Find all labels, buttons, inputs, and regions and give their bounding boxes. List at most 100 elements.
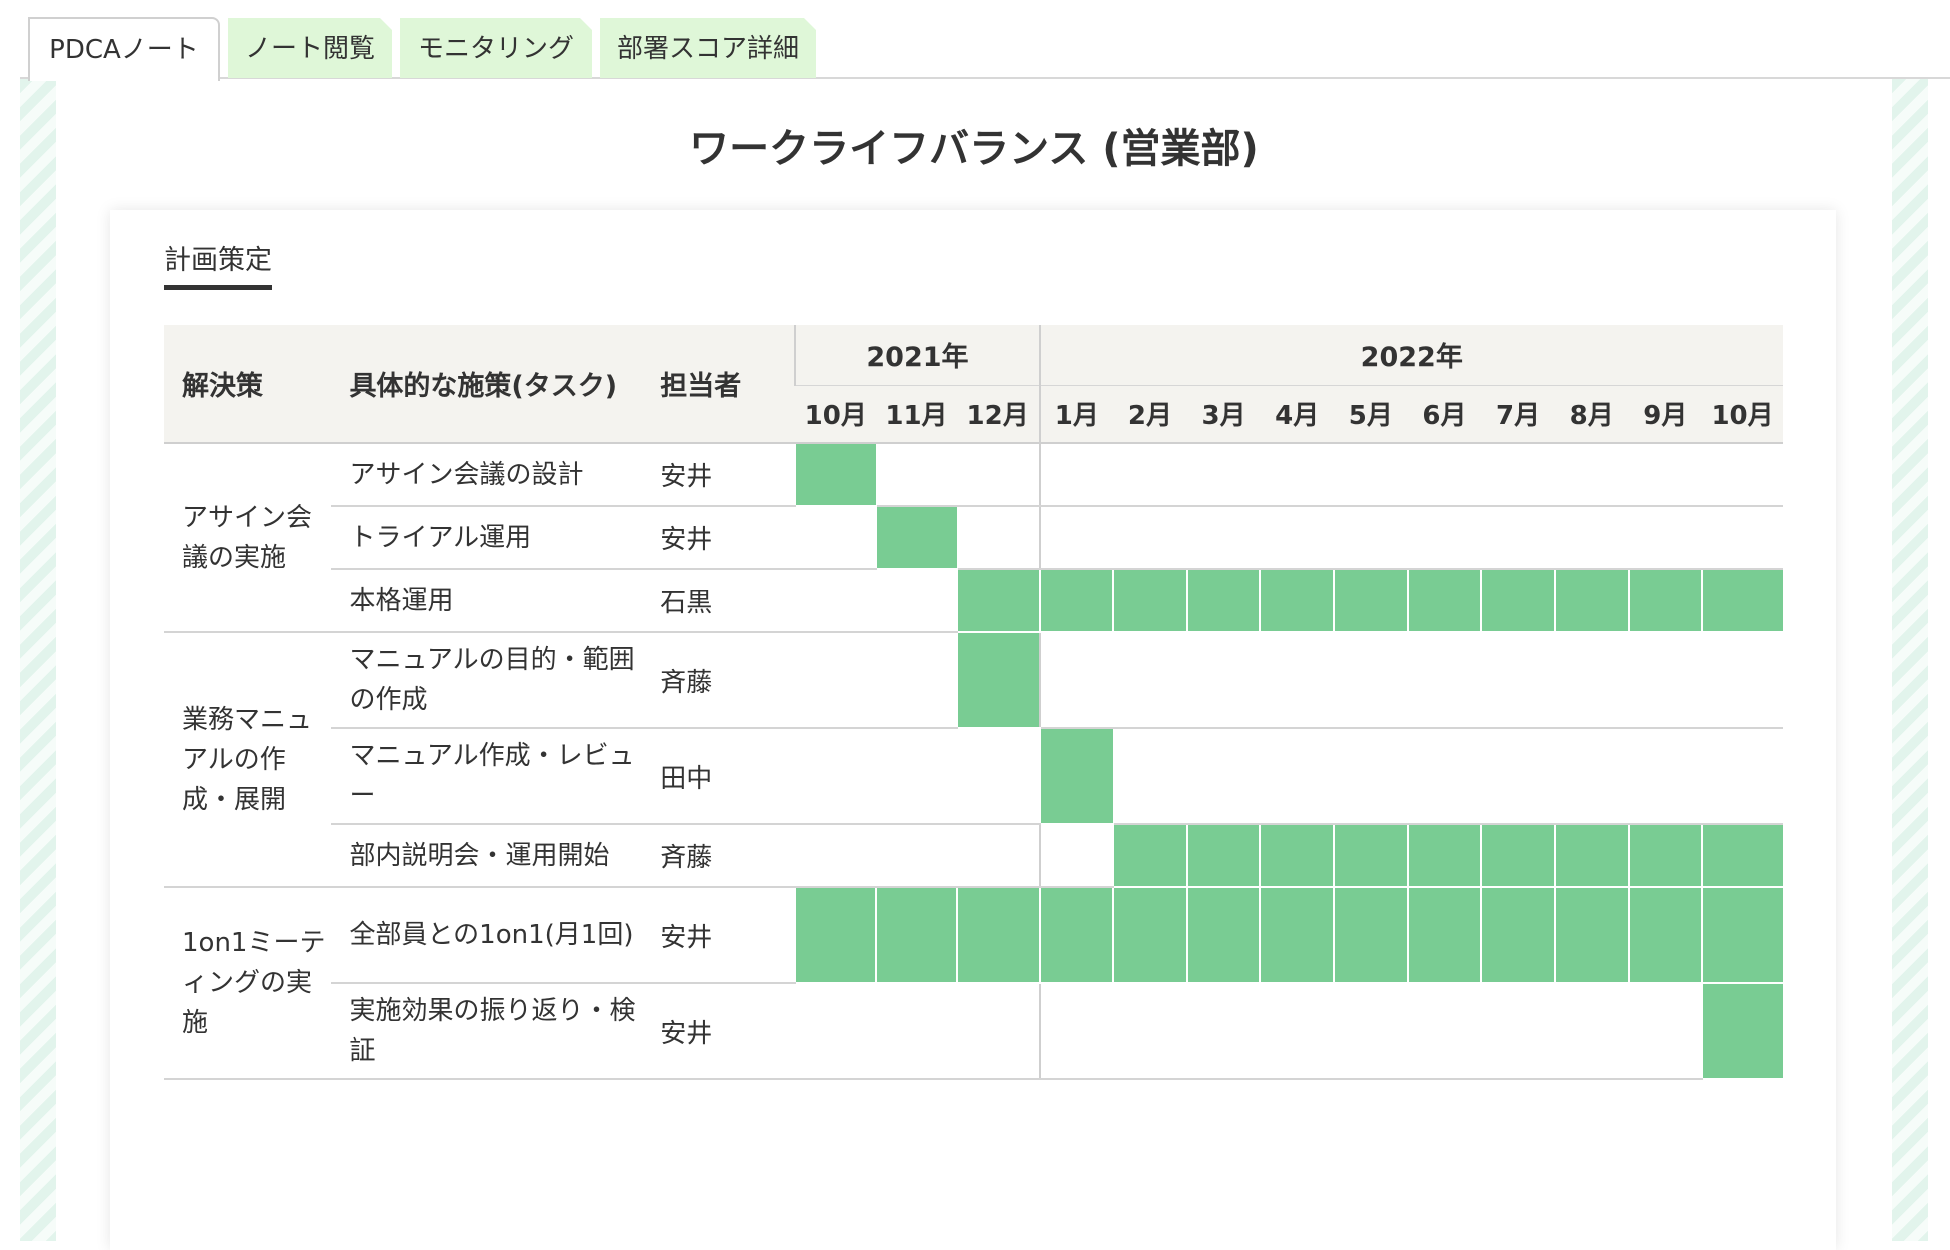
gantt-bar-cell [1038, 569, 1114, 633]
gantt-empty-cell [1334, 728, 1408, 825]
owner-cell: 田中 [654, 728, 796, 825]
header-month: 8月 [1554, 385, 1629, 444]
gantt-empty-cell [1113, 506, 1187, 570]
table-row: 本格運用 石黒 [164, 569, 1783, 633]
gantt-empty-cell [795, 983, 877, 1080]
gantt-empty-cell [876, 569, 957, 633]
header-task: 具体的な施策(タスク) [331, 325, 655, 444]
task-cell: マニュアル作成・レビュー [331, 728, 655, 825]
gantt-bar-cell [1701, 824, 1783, 888]
header-month: 6月 [1407, 385, 1482, 444]
gantt-bar-cell [875, 887, 957, 984]
gantt-empty-cell [1334, 506, 1408, 570]
task-cell: マニュアルの目的・範囲の作成 [331, 632, 655, 729]
gantt-bar-cell [1480, 887, 1555, 984]
gantt-empty-cell [1186, 632, 1261, 729]
gantt-bar-cell [1553, 887, 1629, 984]
task-cell: トライアル運用 [331, 506, 655, 570]
gantt-bar-cell [1480, 569, 1555, 633]
owner-cell: 斉藤 [654, 632, 796, 729]
tab-note-browse[interactable]: ノート閲覧 [228, 18, 392, 78]
table-row: 業務マニュアルの作成・展開 マニュアルの目的・範囲の作成 斉藤 [164, 632, 1783, 888]
header-month: 1月 [1038, 385, 1114, 444]
gantt-bar-cell [1406, 887, 1482, 984]
gantt-bar-cell [955, 887, 1040, 984]
table-row: マニュアル作成・レビュー 田中 [164, 728, 1783, 825]
gantt-empty-cell [1407, 728, 1482, 825]
gantt-bar-cell [1627, 824, 1703, 888]
gantt-empty-cell [1334, 983, 1408, 1080]
tab-department-score[interactable]: 部署スコア詳細 [600, 18, 816, 78]
header-month: 4月 [1260, 385, 1334, 444]
gantt-empty-cell [1481, 506, 1555, 570]
gantt-empty-cell [1334, 443, 1408, 507]
gantt-bar-cell [1333, 569, 1408, 633]
gantt-empty-cell [1260, 506, 1334, 570]
right-decorative-stripe [1892, 79, 1928, 1241]
owner-cell: 安井 [654, 443, 796, 507]
gantt-empty-cell [1702, 728, 1783, 825]
header-month: 10月 [1702, 385, 1783, 444]
gantt-empty-cell [1260, 443, 1334, 507]
gantt-empty-cell [1628, 506, 1703, 570]
gantt-empty-cell [1186, 728, 1261, 825]
page-title: ワークライフバランス (営業部) [689, 126, 1259, 172]
gantt-empty-cell [1038, 824, 1114, 888]
gantt-empty-cell [956, 824, 1040, 888]
gantt-bar-cell [1185, 569, 1261, 633]
gantt-empty-cell [1481, 443, 1555, 507]
gantt-empty-cell [956, 983, 1040, 1080]
tab-bar: PDCAノート ノート閲覧 モニタリング 部署スコア詳細 [0, 0, 1950, 81]
gantt-empty-cell [1702, 443, 1783, 507]
gantt-empty-cell [1554, 632, 1629, 729]
task-cell: 本格運用 [331, 569, 655, 633]
gantt-empty-cell [956, 443, 1040, 507]
gantt-bar-cell [1333, 887, 1408, 984]
gantt-empty-cell [1186, 506, 1261, 570]
header-month: 5月 [1334, 385, 1408, 444]
header-month: 2月 [1113, 385, 1187, 444]
gantt-empty-cell [1554, 983, 1629, 1080]
tab-monitoring[interactable]: モニタリング [400, 18, 592, 78]
gantt-empty-cell [795, 824, 877, 888]
gantt-empty-cell [1260, 632, 1334, 729]
gantt-bar-cell [1480, 824, 1555, 888]
gantt-empty-cell [1186, 443, 1261, 507]
gantt-empty-cell [956, 506, 1040, 570]
task-cell: 全部員との1on1(月1回) [331, 887, 655, 984]
header-owner: 担当者 [654, 325, 796, 444]
gantt-bar-cell [875, 506, 957, 570]
header-month: 7月 [1481, 385, 1555, 444]
header-year-2021: 2021年 [794, 325, 1040, 386]
gantt-empty-cell [1702, 506, 1783, 570]
gantt-bar-cell [1112, 569, 1187, 633]
solution-cell: 1on1ミーティングの実施 [164, 887, 332, 1080]
gantt-bar-cell [1553, 569, 1629, 633]
gantt-empty-cell [1628, 983, 1703, 1080]
gantt-table: 解決策 具体的な施策(タスク) 担当者 2021年 2022年 10月 11月 12… [164, 325, 1783, 1080]
tab-underline [20, 77, 1950, 79]
gantt-bar-cell [1259, 569, 1334, 633]
gantt-empty-cell [1407, 506, 1482, 570]
gantt-empty-cell [1113, 728, 1187, 825]
gantt-empty-cell [795, 632, 877, 729]
header-year-2022: 2022年 [1038, 325, 1783, 386]
gantt-empty-cell [1554, 506, 1629, 570]
gantt-empty-cell [1554, 728, 1629, 825]
solution-cell: アサイン会議の実施 [164, 443, 332, 633]
gantt-empty-cell [1113, 983, 1187, 1080]
gantt-bar-cell [1038, 887, 1114, 984]
gantt-bar-cell [1701, 887, 1783, 984]
gantt-empty-cell [876, 983, 957, 1080]
section-tab-planning[interactable]: 計画策定 [164, 238, 272, 290]
gantt-bar-cell [1701, 983, 1783, 1080]
gantt-bar-cell [1627, 887, 1703, 984]
gantt-bar-cell [955, 632, 1040, 729]
left-decorative-stripe [20, 79, 56, 1241]
gantt-empty-cell [876, 728, 957, 825]
gantt-empty-cell [1628, 632, 1703, 729]
gantt-empty-cell [1260, 983, 1334, 1080]
gantt-empty-cell [795, 506, 877, 570]
tab-pdca-note[interactable]: PDCAノート [28, 17, 220, 81]
owner-cell: 安井 [654, 506, 796, 570]
